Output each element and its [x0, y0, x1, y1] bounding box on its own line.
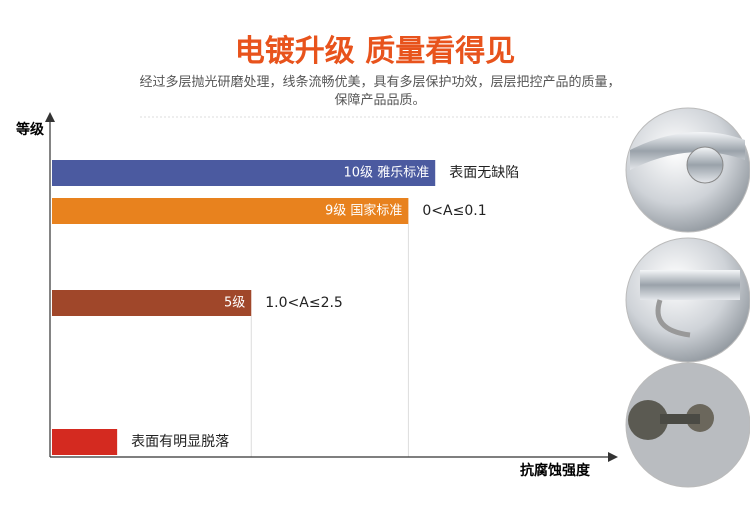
x-axis-arrow	[608, 452, 618, 462]
bar	[52, 290, 252, 316]
bar	[52, 198, 409, 224]
x-axis-label: 抗腐蚀强度	[520, 462, 591, 479]
bar	[52, 160, 436, 186]
product-photos	[625, 107, 750, 488]
y-axis-arrow	[45, 112, 55, 122]
chart-subtitle: 经过多层抛光研磨处理，线条流畅优美，具有多层保护功效，层层把控产品的质量，保障产…	[139, 75, 621, 108]
annotation: 0<A≤0.1	[422, 203, 486, 219]
photo-detail	[630, 132, 745, 170]
bar-label: 10级 雅乐标准	[344, 166, 430, 181]
photo-detail	[686, 146, 724, 184]
photo-detail	[660, 414, 700, 424]
photo-detail	[628, 400, 668, 440]
y-axis-label: 等级	[16, 121, 45, 138]
photo-detail	[655, 299, 691, 338]
bar	[52, 429, 118, 455]
bar-label: 9级 国家标准	[325, 203, 402, 219]
annotation: 1.0<A≤2.5	[265, 295, 343, 311]
annotation: 表面有明显脱落	[131, 434, 229, 450]
bar-label: 5级	[224, 296, 245, 311]
photo-detail	[640, 270, 740, 300]
annotation: 表面无缺陷	[449, 165, 519, 181]
chart-title: 电镀升级 质量看得见	[234, 34, 516, 69]
